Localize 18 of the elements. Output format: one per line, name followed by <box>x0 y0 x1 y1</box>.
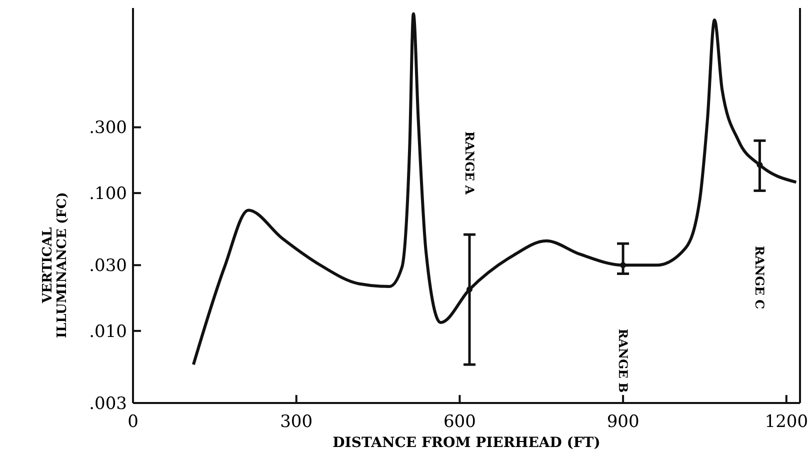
x-tick-label: 900 <box>606 412 640 432</box>
y-tick-label: .003 <box>89 394 127 414</box>
x-tick-label: 300 <box>280 412 313 432</box>
y-axis-title: VERTICAL ILLUMINANCE (FC) <box>40 192 70 338</box>
y-tick-label: .030 <box>89 256 127 276</box>
point <box>620 262 626 268</box>
x-tick-label: 0 <box>128 412 138 432</box>
y-tick-label: .300 <box>89 118 127 138</box>
y-tick-label: .010 <box>89 322 127 342</box>
x-tick-label: 1200 <box>764 412 808 432</box>
y-tick-label: .100 <box>89 184 127 204</box>
x-tick-label: 600 <box>443 412 476 432</box>
point <box>466 286 472 292</box>
annotation: RANGE A <box>462 131 476 196</box>
annotation: RANGE C <box>752 246 767 310</box>
x-axis-title: DISTANCE FROM PIERHEAD (FT) <box>332 435 600 451</box>
point <box>756 162 763 168</box>
annotation: RANGE B <box>616 328 630 393</box>
